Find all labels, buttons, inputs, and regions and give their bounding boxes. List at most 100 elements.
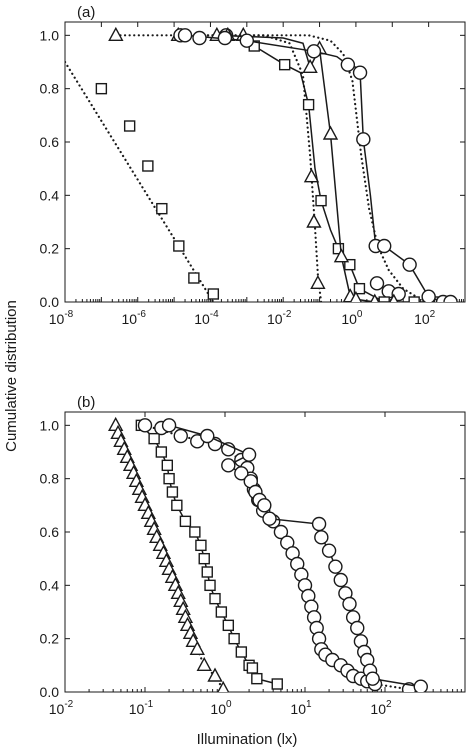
y-tick-label: 1.0 [40, 27, 60, 43]
data-point-circle [321, 543, 337, 558]
series-2-circle-dotted [137, 418, 417, 692]
series-3-square-solid [248, 40, 452, 302]
data-point-square [251, 672, 263, 685]
data-point-circle [221, 458, 236, 473]
data-point-square [344, 258, 356, 271]
data-point-circle [314, 530, 329, 545]
data-point-circle [365, 671, 380, 686]
x-tick-base: 10 [341, 311, 357, 327]
panel-label: (b) [77, 394, 95, 411]
data-point-square [235, 646, 248, 658]
x-tick-base: 10 [49, 311, 65, 327]
x-tick-label: 10-2 [49, 699, 74, 717]
x-tick-base: 10 [194, 311, 210, 327]
data-point-triangle [370, 293, 380, 302]
x-tick-label: 102 [414, 309, 436, 327]
data-point-circle [340, 57, 356, 72]
y-tick-label: 0.4 [40, 187, 60, 203]
data-point-square [332, 242, 345, 255]
x-tick-label: 10-4 [194, 309, 219, 327]
data-point-square [142, 160, 154, 172]
x-tick-exponent: 0 [357, 309, 363, 320]
x-tick-exponent: 2 [430, 309, 436, 320]
x-tick-exponent: 0 [226, 699, 232, 710]
series-0-square-dotted [65, 60, 220, 302]
x-tick-base: 10 [121, 311, 137, 327]
data-point-triangle [196, 656, 212, 672]
x-tick-label: 10-2 [267, 309, 292, 327]
data-point-square [209, 592, 221, 605]
series-3-circle-solid [161, 418, 428, 692]
data-point-circle [311, 516, 327, 532]
data-point-circle [257, 498, 272, 513]
plot-frame [64, 21, 466, 303]
y-axis-label: Cumulative distribution [3, 300, 20, 452]
series-4-triangle-solid [209, 26, 399, 302]
series-line [65, 60, 215, 302]
x-tick-exponent: -2 [283, 309, 292, 320]
data-point-square [204, 579, 216, 592]
series-line [114, 34, 323, 302]
data-point-circle [192, 30, 207, 46]
data-point-circle [273, 524, 289, 540]
series-line [253, 45, 446, 302]
data-point-circle [241, 447, 257, 462]
data-point-square [201, 566, 213, 578]
data-point-square [315, 194, 327, 207]
data-point-square [166, 486, 179, 498]
series-0-triangle-dotted [108, 416, 230, 692]
x-tick-exponent: -8 [64, 309, 73, 320]
y-tick-label: 0.6 [40, 524, 60, 540]
data-point-circle [177, 28, 193, 43]
x-tick-label: 10-8 [49, 309, 74, 327]
data-point-circle [217, 30, 233, 46]
y-tick-label: 0.8 [40, 471, 60, 487]
data-point-circle [328, 559, 343, 574]
data-point-triangle [310, 274, 326, 290]
data-point-circle [352, 65, 368, 80]
x-tick-label: 101 [290, 699, 312, 717]
data-point-circle [306, 44, 322, 59]
data-point-circle [239, 33, 255, 48]
y-tick-label: 0.6 [40, 134, 60, 150]
data-point-circle [262, 511, 277, 526]
data-point-circle [234, 466, 249, 481]
data-point-triangle [302, 58, 318, 74]
y-tick-label: 0.8 [40, 81, 60, 97]
data-point-square [195, 539, 207, 552]
data-point-square [378, 296, 390, 302]
data-point-triangle [207, 667, 223, 682]
data-point-triangle [108, 416, 124, 432]
x-tick-exponent: -4 [210, 309, 219, 320]
data-point-square [163, 472, 175, 485]
data-point-triangle [306, 213, 322, 228]
data-point-circle [333, 572, 348, 588]
data-point-square [228, 632, 240, 645]
x-tick-label: 100 [210, 699, 232, 717]
x-tick-label: 10-1 [129, 699, 154, 717]
x-tick-exponent: -1 [144, 699, 153, 710]
data-point-square [171, 499, 183, 512]
data-point-square [353, 282, 366, 295]
y-tick-label: 0.0 [40, 294, 60, 310]
data-point-triangle [189, 640, 205, 656]
x-tick-base: 10 [49, 701, 65, 717]
panel-label: (a) [77, 4, 95, 21]
data-point-square [215, 606, 228, 618]
data-point-circle [421, 289, 436, 302]
data-point-circle [413, 679, 428, 692]
plot-frame [64, 411, 466, 693]
data-point-circle [137, 418, 153, 433]
data-point-triangle [217, 680, 230, 692]
data-point-circle [402, 257, 417, 272]
data-point-triangle [349, 290, 362, 302]
x-tick-exponent: -2 [64, 699, 73, 710]
data-point-square [246, 662, 259, 674]
x-tick-base: 10 [290, 701, 306, 717]
x-tick-exponent: 1 [306, 699, 312, 710]
data-point-square [198, 552, 210, 565]
data-point-circle [443, 294, 458, 302]
data-point-square [179, 515, 192, 528]
data-point-square [95, 82, 108, 95]
